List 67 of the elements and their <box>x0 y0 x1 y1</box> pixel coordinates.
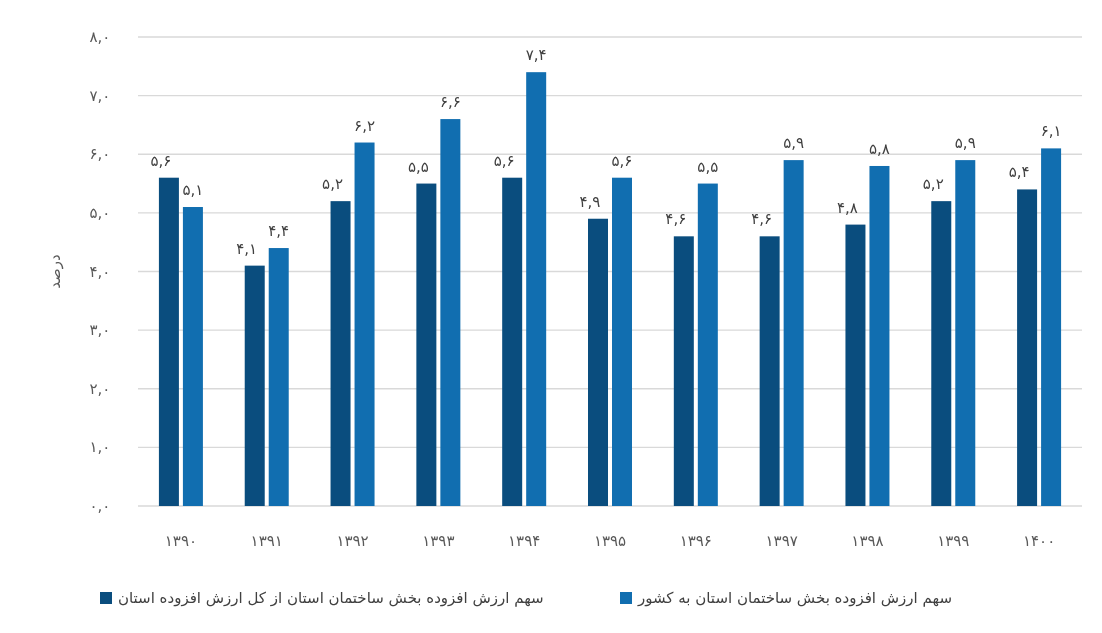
bar <box>931 201 952 506</box>
y-tick-label: ۵,۰ <box>89 203 111 222</box>
legend-label: سهم ارزش افزوده بخش ساختمان استان به کشور <box>637 589 952 607</box>
bar <box>697 183 718 506</box>
x-tick-label: ۱۳۹۷ <box>765 532 798 550</box>
x-tick-label: ۱۴۰۰ <box>1022 532 1056 550</box>
data-label: ۴,۸ <box>837 198 858 217</box>
bar <box>330 201 351 506</box>
bar <box>1041 148 1062 506</box>
y-tick-label: ۴,۰ <box>89 262 111 281</box>
data-label: ۵,۲ <box>322 175 343 194</box>
data-label: ۴,۹ <box>579 192 601 211</box>
x-tick-label: ۱۳۹۱ <box>250 532 283 550</box>
bar <box>182 207 203 506</box>
x-tick-label: ۱۳۹۵ <box>593 532 627 550</box>
bar <box>440 119 461 506</box>
bar <box>416 183 437 506</box>
bar <box>244 265 265 506</box>
x-tick-label: ۱۳۹۸ <box>851 532 884 550</box>
bar <box>869 165 890 506</box>
bar <box>783 160 804 506</box>
x-tick-label: ۱۳۹۶ <box>679 532 712 550</box>
data-label: ۶,۶ <box>439 93 461 112</box>
y-tick-label: ۲,۰ <box>89 379 111 398</box>
data-label: ۶,۱ <box>1040 122 1062 141</box>
y-tick-label: ۶,۰ <box>89 145 111 164</box>
data-label: ۴,۱ <box>236 239 258 258</box>
y-tick-label: ۷,۰ <box>89 86 111 105</box>
x-tick-label: ۱۳۹۹ <box>937 532 970 550</box>
data-label: ۵,۹ <box>783 134 805 153</box>
data-label: ۵,۲ <box>922 175 944 194</box>
x-tick-label: ۱۳۹۳ <box>422 532 455 550</box>
bar <box>354 142 375 506</box>
data-label: ۵,۵ <box>407 157 429 176</box>
data-label: ۵,۱ <box>182 181 204 200</box>
data-label: ۵,۶ <box>493 151 515 170</box>
legend-label: سهم ارزش افزوده بخش ساختمان استان از کل ارزش افزوده استان <box>118 589 544 607</box>
data-label: ۴,۶ <box>751 210 773 229</box>
x-tick-label: ۱۳۹۴ <box>508 532 541 550</box>
data-label: ۵,۵ <box>697 157 719 176</box>
bar <box>673 236 694 506</box>
y-axis-title: درصد <box>46 254 64 289</box>
bar <box>588 218 608 506</box>
bar <box>612 177 632 506</box>
bar <box>526 72 547 506</box>
x-tick-label: ۱۳۹۲ <box>336 532 369 550</box>
bar <box>955 160 976 506</box>
y-tick-label: ۰,۰ <box>89 497 111 515</box>
bar <box>1017 189 1038 506</box>
bar <box>502 177 523 506</box>
data-label: ۴,۴ <box>268 222 290 241</box>
bar <box>845 224 866 506</box>
data-label: ۵,۶ <box>611 151 633 170</box>
data-label: ۵,۹ <box>954 134 976 153</box>
bar <box>158 177 179 506</box>
data-label: ۶,۲ <box>354 116 375 135</box>
bar <box>268 248 289 506</box>
x-tick-label: ۱۳۹۰ <box>164 532 198 550</box>
data-label: ۷,۴ <box>525 46 547 65</box>
bar <box>759 236 780 506</box>
y-tick-label: ۳,۰ <box>89 321 111 340</box>
data-label: ۵,۴ <box>1008 163 1030 182</box>
data-label: ۵,۸ <box>869 139 890 158</box>
data-label: ۴,۶ <box>665 210 687 229</box>
y-tick-label: ۸,۰ <box>89 28 111 46</box>
y-tick-label: ۱,۰ <box>89 438 111 457</box>
data-label: ۵,۶ <box>150 151 172 170</box>
